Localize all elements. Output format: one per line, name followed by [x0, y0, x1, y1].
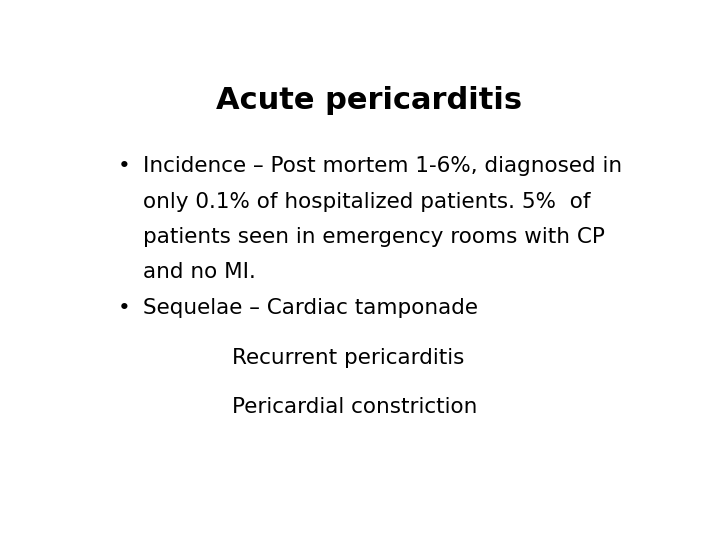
- Text: Sequelae – Cardiac tamponade: Sequelae – Cardiac tamponade: [143, 298, 478, 318]
- Text: and no MI.: and no MI.: [143, 262, 256, 282]
- Text: Incidence – Post mortem 1-6%, diagnosed in: Incidence – Post mortem 1-6%, diagnosed …: [143, 156, 622, 176]
- Text: Pericardial constriction: Pericardial constriction: [233, 397, 477, 417]
- Text: only 0.1% of hospitalized patients. 5%  of: only 0.1% of hospitalized patients. 5% o…: [143, 192, 590, 212]
- Text: Recurrent pericarditis: Recurrent pericarditis: [233, 348, 464, 368]
- Text: patients seen in emergency rooms with CP: patients seen in emergency rooms with CP: [143, 227, 605, 247]
- Text: •: •: [118, 156, 130, 176]
- Text: •: •: [118, 298, 130, 318]
- Text: Acute pericarditis: Acute pericarditis: [216, 85, 522, 114]
